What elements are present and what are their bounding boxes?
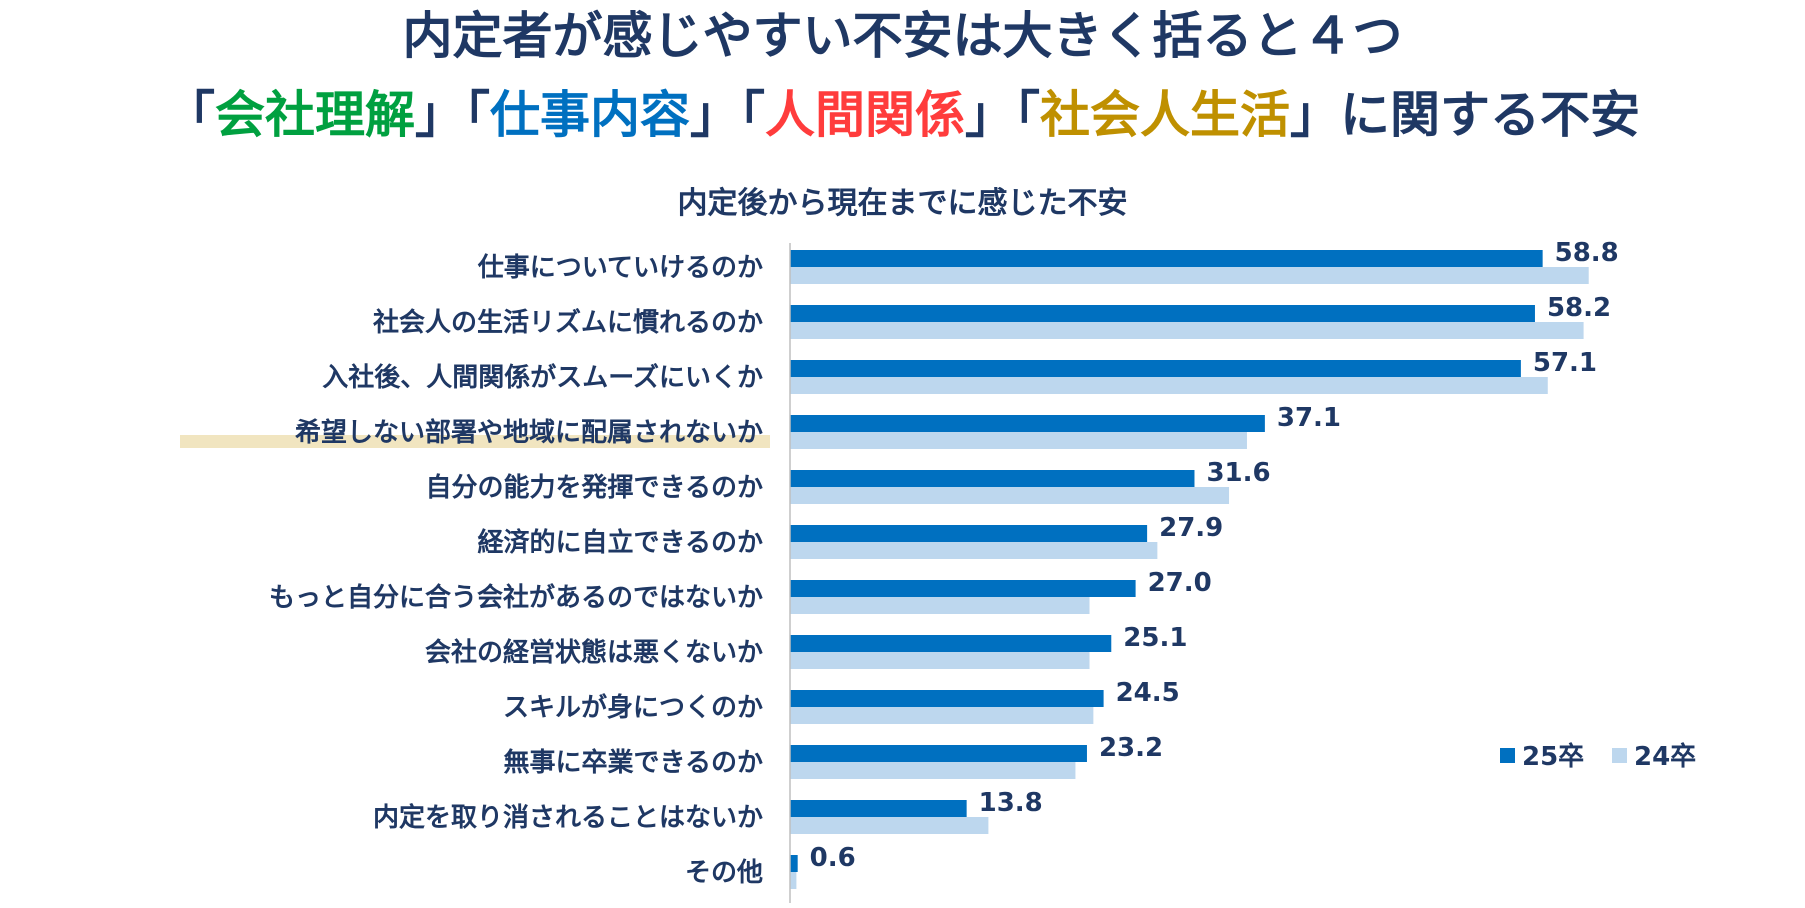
category-label: 無事に卒業できるのか: [504, 747, 763, 778]
category-label: 社会人の生活リズムに慣れるのか: [373, 307, 763, 338]
headline-segment: 」「: [415, 86, 490, 144]
category-label: 希望しない部署や地域に配属されないか: [295, 417, 763, 448]
value-label: 27.0: [1148, 568, 1212, 598]
headline-segment: 」に関する不安: [1290, 86, 1640, 144]
legend-swatch-25: [1500, 748, 1515, 763]
value-label: 58.2: [1547, 293, 1611, 323]
bar-24: [790, 817, 989, 834]
value-label: 13.8: [979, 788, 1043, 818]
value-label: 27.9: [1159, 513, 1223, 543]
value-label: 58.8: [1555, 238, 1619, 268]
bar-24: [790, 267, 1589, 284]
category-label: 仕事についていけるのか: [477, 253, 763, 283]
bar-24: [790, 542, 1158, 559]
bar-25: [790, 305, 1535, 322]
bar-24: [790, 377, 1548, 394]
value-label: 0.6: [810, 843, 856, 873]
category-label: 入社後、人間関係がスムーズにいくか: [322, 362, 763, 393]
bar-25: [790, 525, 1148, 542]
bar-24: [790, 487, 1230, 504]
category-label: その他: [685, 858, 763, 888]
bar-24: [790, 322, 1584, 339]
value-label: 23.2: [1099, 733, 1163, 763]
category-label: もっと自分に合う会社があるのではないか: [269, 582, 763, 613]
headline-segment: 仕事内容: [490, 86, 690, 144]
headline-segment: 」「: [690, 86, 765, 144]
bar-25: [790, 580, 1136, 597]
bar-25: [790, 745, 1087, 762]
headline-line-1: 内定者が感じやすい不安は大きく括ると４つ: [402, 7, 1403, 65]
bar-25: [790, 635, 1112, 652]
highlight-marker: [180, 435, 770, 448]
headline-segment: 社会人生活: [1040, 86, 1290, 144]
bar-25: [790, 415, 1265, 432]
category-label: スキルが身につくのか: [503, 692, 763, 723]
value-label: 24.5: [1116, 678, 1180, 708]
value-label: 57.1: [1533, 348, 1597, 378]
legend-label-25: 25卒: [1522, 741, 1584, 772]
category-label: 内定を取り消されることはないか: [373, 802, 763, 833]
bar-25: [790, 800, 967, 817]
headline-segment: 「: [165, 86, 215, 144]
bar-25: [790, 470, 1195, 487]
legend-label-24: 24卒: [1634, 741, 1696, 772]
bar-24: [790, 432, 1247, 449]
headline-line-2: 「会社理解」「仕事内容」「人間関係」「社会人生活」に関する不安: [0, 82, 1805, 148]
category-label: 経済的に自立できるのか: [478, 527, 763, 558]
category-label: 自分の能力を発揮できるのか: [426, 472, 763, 503]
bar-24: [790, 707, 1094, 724]
value-label: 25.1: [1123, 623, 1187, 653]
headline-segment: 人間関係: [765, 86, 965, 144]
value-label: 31.6: [1206, 458, 1270, 488]
bar-24: [790, 652, 1090, 669]
bar-25: [790, 250, 1543, 267]
chart-title: 内定後から現在までに感じた不安: [677, 186, 1128, 221]
bar-24: [790, 762, 1076, 779]
headline-segment: 」「: [965, 86, 1040, 144]
bar-25: [790, 855, 798, 872]
bar-25: [790, 690, 1104, 707]
headline-segment: 会社理解: [215, 86, 415, 144]
bar-24: [790, 597, 1090, 614]
legend-swatch-24: [1612, 748, 1627, 763]
value-label: 37.1: [1277, 403, 1341, 433]
category-label: 会社の経営状態は悪くないか: [425, 637, 763, 668]
bar-24: [790, 872, 797, 889]
bar-25: [790, 360, 1521, 377]
